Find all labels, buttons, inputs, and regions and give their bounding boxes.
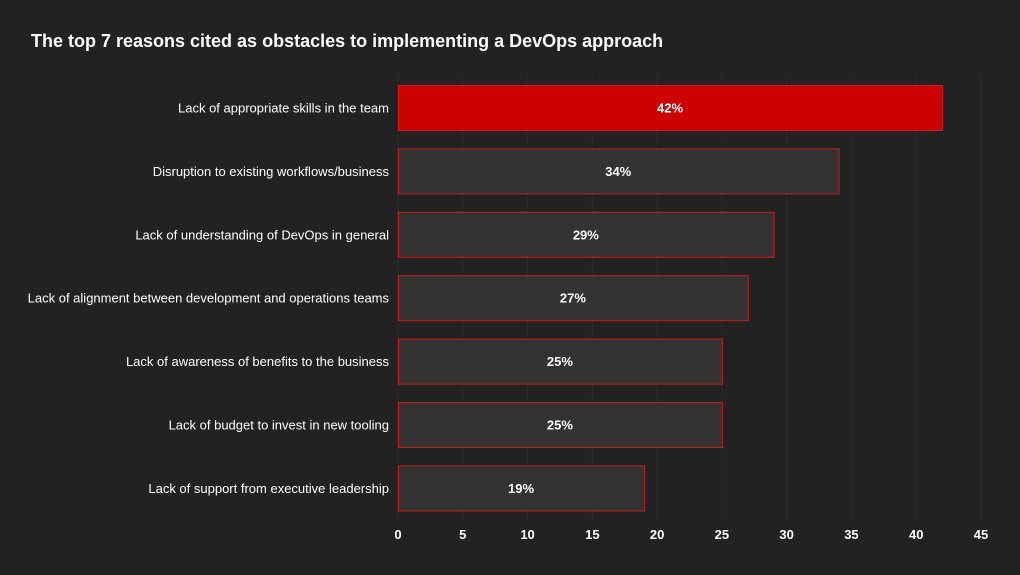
x-tick-label: 45 bbox=[974, 527, 988, 542]
bar-data-label: 34% bbox=[605, 164, 631, 179]
x-tick-label: 25 bbox=[715, 527, 729, 542]
bar-data-label: 25% bbox=[547, 354, 573, 369]
x-tick-label: 5 bbox=[459, 527, 466, 542]
x-tick-label: 30 bbox=[779, 527, 793, 542]
category-label: Lack of alignment between development an… bbox=[28, 291, 390, 306]
bar bbox=[398, 148, 840, 195]
bar bbox=[398, 338, 723, 385]
bar-data-label: 27% bbox=[560, 291, 586, 306]
category-label: Lack of budget to invest in new tooling bbox=[169, 418, 389, 433]
x-tick-label: 20 bbox=[650, 527, 664, 542]
x-tick-label: 10 bbox=[520, 527, 534, 542]
category-label: Lack of support from executive leadershi… bbox=[148, 481, 389, 496]
bar bbox=[398, 211, 775, 258]
bar bbox=[398, 402, 723, 448]
chart-title: The top 7 reasons cited as obstacles to … bbox=[31, 31, 664, 51]
x-tick-label: 15 bbox=[585, 527, 599, 542]
bar bbox=[398, 465, 646, 512]
bar-data-label: 29% bbox=[573, 227, 599, 242]
category-label: Lack of awareness of benefits to the bus… bbox=[126, 354, 390, 369]
category-label: Lack of appropriate skills in the team bbox=[178, 101, 389, 116]
bar bbox=[398, 275, 749, 322]
bar-data-label: 25% bbox=[547, 418, 573, 433]
bar-data-label: 19% bbox=[508, 481, 534, 496]
bar-data-label: 42% bbox=[657, 101, 683, 116]
x-tick-label: 35 bbox=[844, 527, 858, 542]
x-tick-label: 0 bbox=[394, 527, 401, 542]
bar bbox=[398, 85, 944, 131]
x-tick-label: 40 bbox=[909, 527, 923, 542]
category-label: Disruption to existing workflows/busines… bbox=[153, 164, 390, 179]
category-label: Lack of understanding of DevOps in gener… bbox=[135, 227, 389, 242]
